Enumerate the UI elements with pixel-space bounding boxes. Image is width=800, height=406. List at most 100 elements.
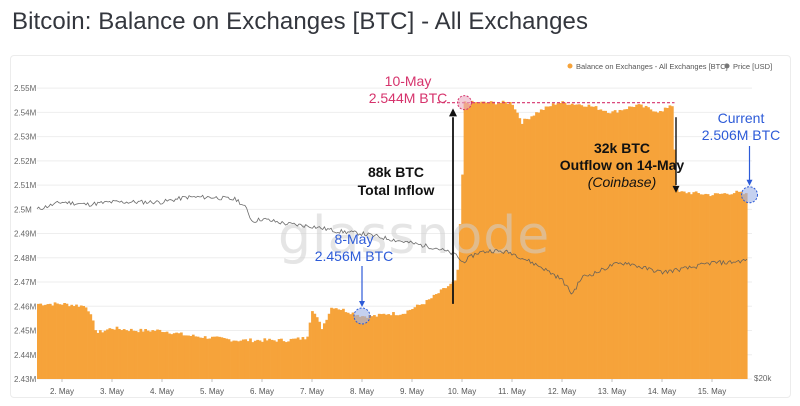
- balance-bar: [137, 332, 140, 379]
- balance-bar: [163, 332, 167, 379]
- balance-bar: [303, 339, 307, 379]
- balance-bar: [420, 304, 424, 379]
- current-arrow-head: [746, 179, 753, 186]
- balance-bar: [65, 303, 69, 379]
- balance-bar: [227, 339, 231, 379]
- balance-bar: [270, 339, 274, 379]
- balance-bar: [687, 192, 691, 379]
- legend-label-price[interactable]: Price [USD]: [733, 62, 772, 71]
- balance-bar: [306, 336, 310, 379]
- balance-bar: [530, 116, 534, 379]
- balance-bar: [156, 329, 159, 379]
- balance-bar: [630, 106, 634, 380]
- balance-bar: [253, 340, 257, 379]
- balance-bar: [311, 311, 314, 379]
- balance-bar: [208, 338, 212, 379]
- balance-bar: [661, 111, 665, 379]
- balance-bar: [523, 118, 526, 379]
- balance-bar: [418, 304, 422, 379]
- balance-bar: [70, 304, 74, 379]
- balance-bar: [165, 331, 169, 379]
- balance-bar: [404, 313, 407, 379]
- balance-bar: [337, 309, 341, 379]
- balance-bar: [485, 102, 488, 379]
- balance-bar: [647, 107, 650, 380]
- balance-bar: [91, 320, 95, 379]
- price-line-path: [36, 194, 748, 295]
- balance-bar: [685, 193, 688, 379]
- balance-bar: [432, 294, 436, 379]
- balance-bar: [496, 103, 500, 380]
- current-value: 2.506M BTC: [702, 127, 781, 143]
- balance-bar: [77, 306, 81, 379]
- balance-bar: [592, 106, 596, 380]
- balance-bar: [468, 104, 472, 379]
- balance-bar: [551, 103, 555, 379]
- balance-bar: [618, 109, 622, 379]
- balance-bars: [37, 100, 748, 380]
- balance-bar: [342, 308, 345, 379]
- balance-bar: [456, 269, 460, 379]
- balance-bar: [358, 316, 362, 379]
- balance-bar: [582, 106, 586, 379]
- balance-bar: [666, 108, 669, 379]
- balance-bar: [113, 329, 116, 379]
- balance-bar: [199, 337, 202, 379]
- balance-bar: [94, 330, 97, 379]
- balance-bar: [516, 112, 519, 379]
- balance-bar: [539, 109, 543, 379]
- legend: Balance on Exchanges - All Exchanges [BT…: [567, 62, 772, 71]
- balance-bar: [149, 331, 152, 379]
- balance-bar: [723, 193, 727, 379]
- balance-bar: [504, 102, 507, 380]
- balance-bar: [239, 340, 243, 379]
- balance-bar: [735, 190, 739, 379]
- balance-bar: [435, 294, 438, 379]
- balance-bar: [261, 341, 264, 379]
- balance-bar: [206, 338, 209, 379]
- balance-bar: [332, 308, 336, 379]
- balance-bar: [129, 328, 133, 379]
- balance-bar: [234, 340, 238, 379]
- balance-bar: [563, 102, 567, 380]
- balance-bar: [282, 341, 286, 379]
- balance-bar: [449, 283, 453, 379]
- balance-bar: [353, 315, 357, 379]
- balance-bar: [203, 336, 207, 379]
- legend-label-balance[interactable]: Balance on Exchanges - All Exchanges [BT…: [576, 62, 728, 71]
- x-tick-label: 15. May: [698, 387, 726, 396]
- balance-bar: [527, 119, 531, 379]
- current-marker: [741, 186, 758, 204]
- balance-bar: [706, 194, 710, 379]
- inflow-label: Total Inflow: [358, 182, 435, 198]
- balance-bar: [520, 123, 524, 379]
- balance-bar: [118, 329, 121, 379]
- x-tick-label: 3. May: [100, 387, 124, 396]
- balance-bar: [210, 336, 214, 379]
- x-tick-label: 5. May: [200, 387, 224, 396]
- balance-bar: [704, 193, 708, 379]
- balance-bar: [172, 333, 176, 379]
- balance-bar: [365, 317, 369, 379]
- balance-bar: [153, 330, 157, 379]
- balance-bar: [384, 314, 388, 379]
- balance-bar: [609, 113, 612, 379]
- balance-bar: [728, 194, 731, 379]
- balance-bar: [370, 316, 374, 379]
- balance-bar: [466, 102, 469, 380]
- balance-bar: [718, 193, 722, 379]
- balance-bar: [742, 194, 746, 379]
- balance-bar: [325, 319, 329, 379]
- inflow-arrow-head: [449, 108, 457, 117]
- balance-bar: [587, 104, 591, 379]
- balance-bar: [439, 289, 443, 379]
- balance-bar: [668, 105, 672, 379]
- balance-bar: [394, 315, 398, 379]
- balance-bar: [213, 336, 217, 379]
- balance-bar: [225, 338, 229, 379]
- balance-bar: [67, 306, 71, 379]
- outflow-arrow-head: [672, 185, 680, 193]
- y-tick-label: 2.49M: [14, 230, 37, 239]
- balance-bar: [373, 315, 376, 379]
- balance-bar: [694, 191, 698, 379]
